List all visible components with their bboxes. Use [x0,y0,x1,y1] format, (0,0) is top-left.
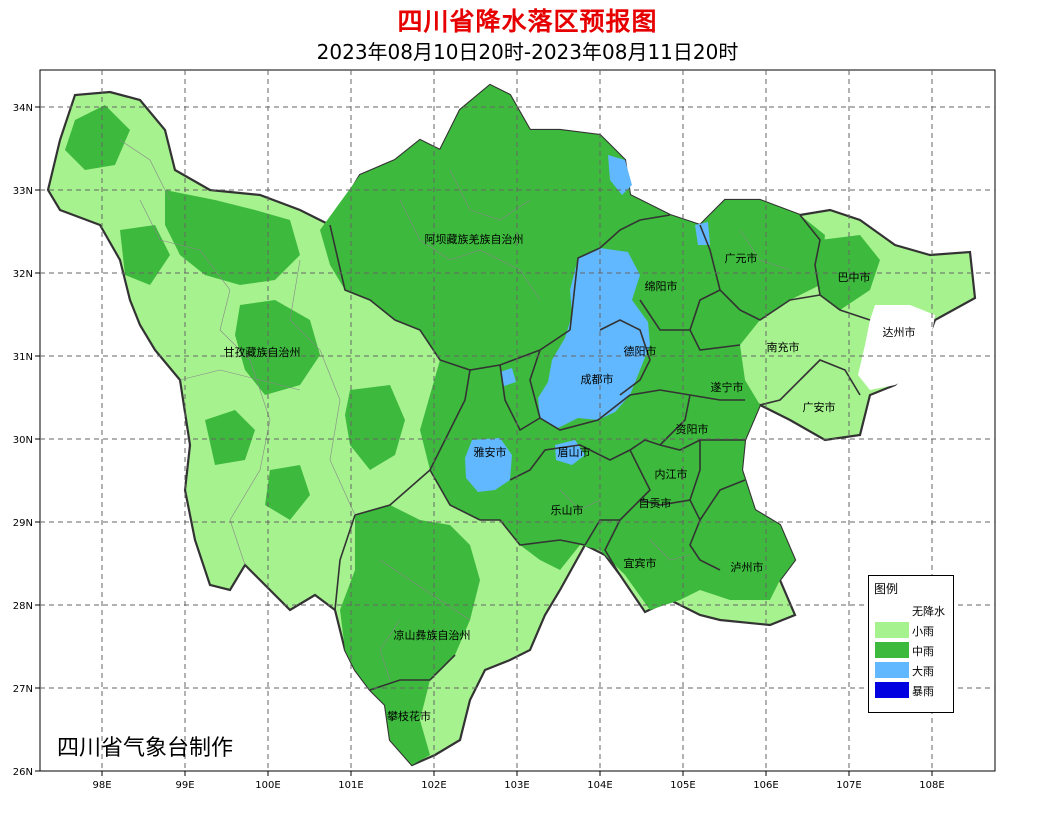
lon-label-103: 103E [504,780,529,791]
legend-label: 中雨 [912,645,934,658]
region-label: 绵阳市 [645,279,678,293]
lon-label-106: 106E [753,780,778,791]
lat-label-32: 32N [13,269,33,280]
region-label: 甘孜藏族自治州 [224,345,301,359]
no-rain-area [858,305,935,390]
lat-label-29: 29N [13,518,33,529]
legend-label: 暴雨 [912,685,934,698]
region-label: 广安市 [803,400,836,414]
legend-item: 大雨 [875,662,953,680]
region-label: 雅安市 [474,445,507,459]
legend-item: 小雨 [875,622,953,640]
region-label: 广元市 [725,251,758,265]
legend: 图例 无降水 小雨 中雨 大雨 暴雨 [868,575,954,713]
lat-label-33: 33N [13,186,33,197]
lon-label-98: 98E [92,780,111,791]
lon-label-104: 104E [587,780,612,791]
map-title: 四川省降水落区预报图 [397,7,658,36]
region-label: 成都市 [581,372,614,386]
legend-swatch [875,642,909,658]
legend-item: 中雨 [875,642,953,660]
legend-swatch [875,682,909,698]
legend-label: 小雨 [912,625,934,638]
county-boundaries [119,139,791,681]
legend-label: 无降水 [912,605,945,618]
region-label: 泸州市 [731,560,764,574]
region-label: 凉山彝族自治州 [394,628,471,642]
lat-label-26: 26N [13,767,33,778]
lon-label-107: 107E [836,780,861,791]
lat-label-28: 28N [13,601,33,612]
region-label: 宜宾市 [624,556,657,570]
legend-swatch [875,662,909,678]
region-label: 达州市 [883,325,916,339]
legend-swatch [875,602,909,618]
legend-item: 无降水 [875,602,953,620]
lon-label-105: 105E [670,780,695,791]
prefecture-boundaries [329,214,871,691]
lat-label-27: 27N [13,684,33,695]
graticule [40,70,995,771]
heavy-rain-areas [465,155,710,492]
region-label: 资阳市 [676,422,709,436]
region-label: 攀枝花市 [387,709,431,723]
legend-label: 大雨 [912,665,934,678]
lon-label-108: 108E [919,780,944,791]
region-label: 内江市 [655,467,688,481]
region-label: 南充市 [767,340,800,354]
region-label: 巴中市 [838,270,871,284]
lat-label-30: 30N [13,435,33,446]
axis-ticks [35,106,933,776]
region-label: 遂宁市 [711,380,744,394]
region-label: 自贡市 [639,496,672,510]
lon-label-100: 100E [255,780,280,791]
legend-swatch [875,622,909,638]
legend-title: 图例 [874,582,899,596]
legend-item: 暴雨 [875,682,953,700]
lat-label-34: 34N [13,103,33,114]
region-label: 德阳市 [624,344,657,358]
region-label: 阿坝藏族羌族自治州 [425,232,524,246]
lon-label-101: 101E [338,780,363,791]
region-label: 眉山市 [558,445,591,459]
producer-credit: 四川省气象台制作 [57,736,234,761]
forecast-period: 2023年08月10日20时-2023年08月11日20时 [316,40,739,64]
lon-label-102: 102E [421,780,446,791]
lon-label-99: 99E [175,780,194,791]
region-label: 乐山市 [551,503,584,517]
lat-label-31: 31N [13,352,33,363]
